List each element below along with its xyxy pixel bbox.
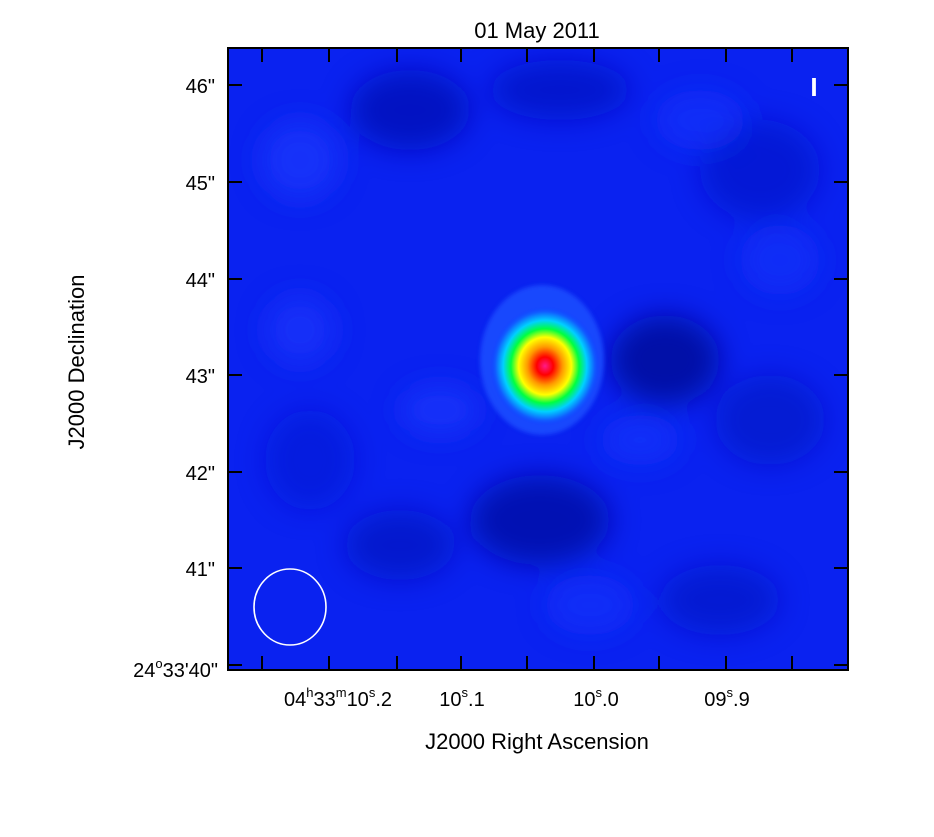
dec-origin-rest: 33'40" (163, 660, 218, 682)
y-axis-label: J2000 Declination (64, 275, 89, 450)
dec-tick-label: 44" (186, 270, 215, 292)
ra-minutes-sup: m (336, 685, 347, 700)
ra-tick-label: 10s.1 (439, 685, 484, 711)
ra-seconds: 10 (347, 689, 369, 711)
x-axis-label: J2000 Right Ascension (425, 729, 649, 754)
ra-fraction: .2 (375, 689, 392, 711)
dec-tick-label: 45" (186, 173, 215, 195)
ra-hours-sup: h (306, 685, 313, 700)
ra-minutes: 33 (313, 689, 335, 711)
dec-origin-deg: 24 (133, 660, 155, 682)
dec-tick-label: 42" (186, 463, 215, 485)
ra-tick-labels: 04h33m10s.2 10s.1 10s.0 09s.9 (284, 685, 750, 711)
plot-title: 01 May 2011 (474, 18, 600, 43)
ra-seconds-sup: s (727, 685, 734, 700)
ra-seconds-sup: s (462, 685, 469, 700)
ra-seconds: 10 (573, 689, 595, 711)
ra-tick-label: 09s.9 (704, 685, 749, 711)
dec-tick-label: 41" (186, 559, 215, 581)
dec-origin-deg-sup: o (155, 656, 162, 671)
ra-fraction: .0 (602, 689, 619, 711)
ra-tick-label: 10s.0 (573, 685, 618, 711)
ra-seconds: 10 (439, 689, 461, 711)
map-frame (227, 47, 849, 671)
dec-tick-label: 46" (186, 76, 215, 98)
ra-fraction: .9 (733, 689, 750, 711)
ra-fraction: .1 (468, 689, 485, 711)
ra-hours: 04 (284, 689, 306, 711)
dec-tick-labels: 46" 45" 44" 43" 42" 41" 24o33'40" (133, 76, 218, 682)
dec-origin-label: 24o33'40" (133, 656, 218, 682)
ra-seconds: 09 (704, 689, 726, 711)
ra-seconds-sup: s (596, 685, 603, 700)
ra-ticks (261, 48, 793, 670)
ra-tick-label: 04h33m10s.2 (284, 685, 392, 711)
beam-ellipse (253, 568, 327, 646)
stokes-label: I (810, 72, 817, 102)
ra-seconds-sup: s (369, 685, 376, 700)
dec-ticks (228, 84, 848, 666)
source-emission (480, 285, 604, 435)
intensity-map (228, 48, 848, 670)
dec-tick-label: 43" (186, 366, 215, 388)
